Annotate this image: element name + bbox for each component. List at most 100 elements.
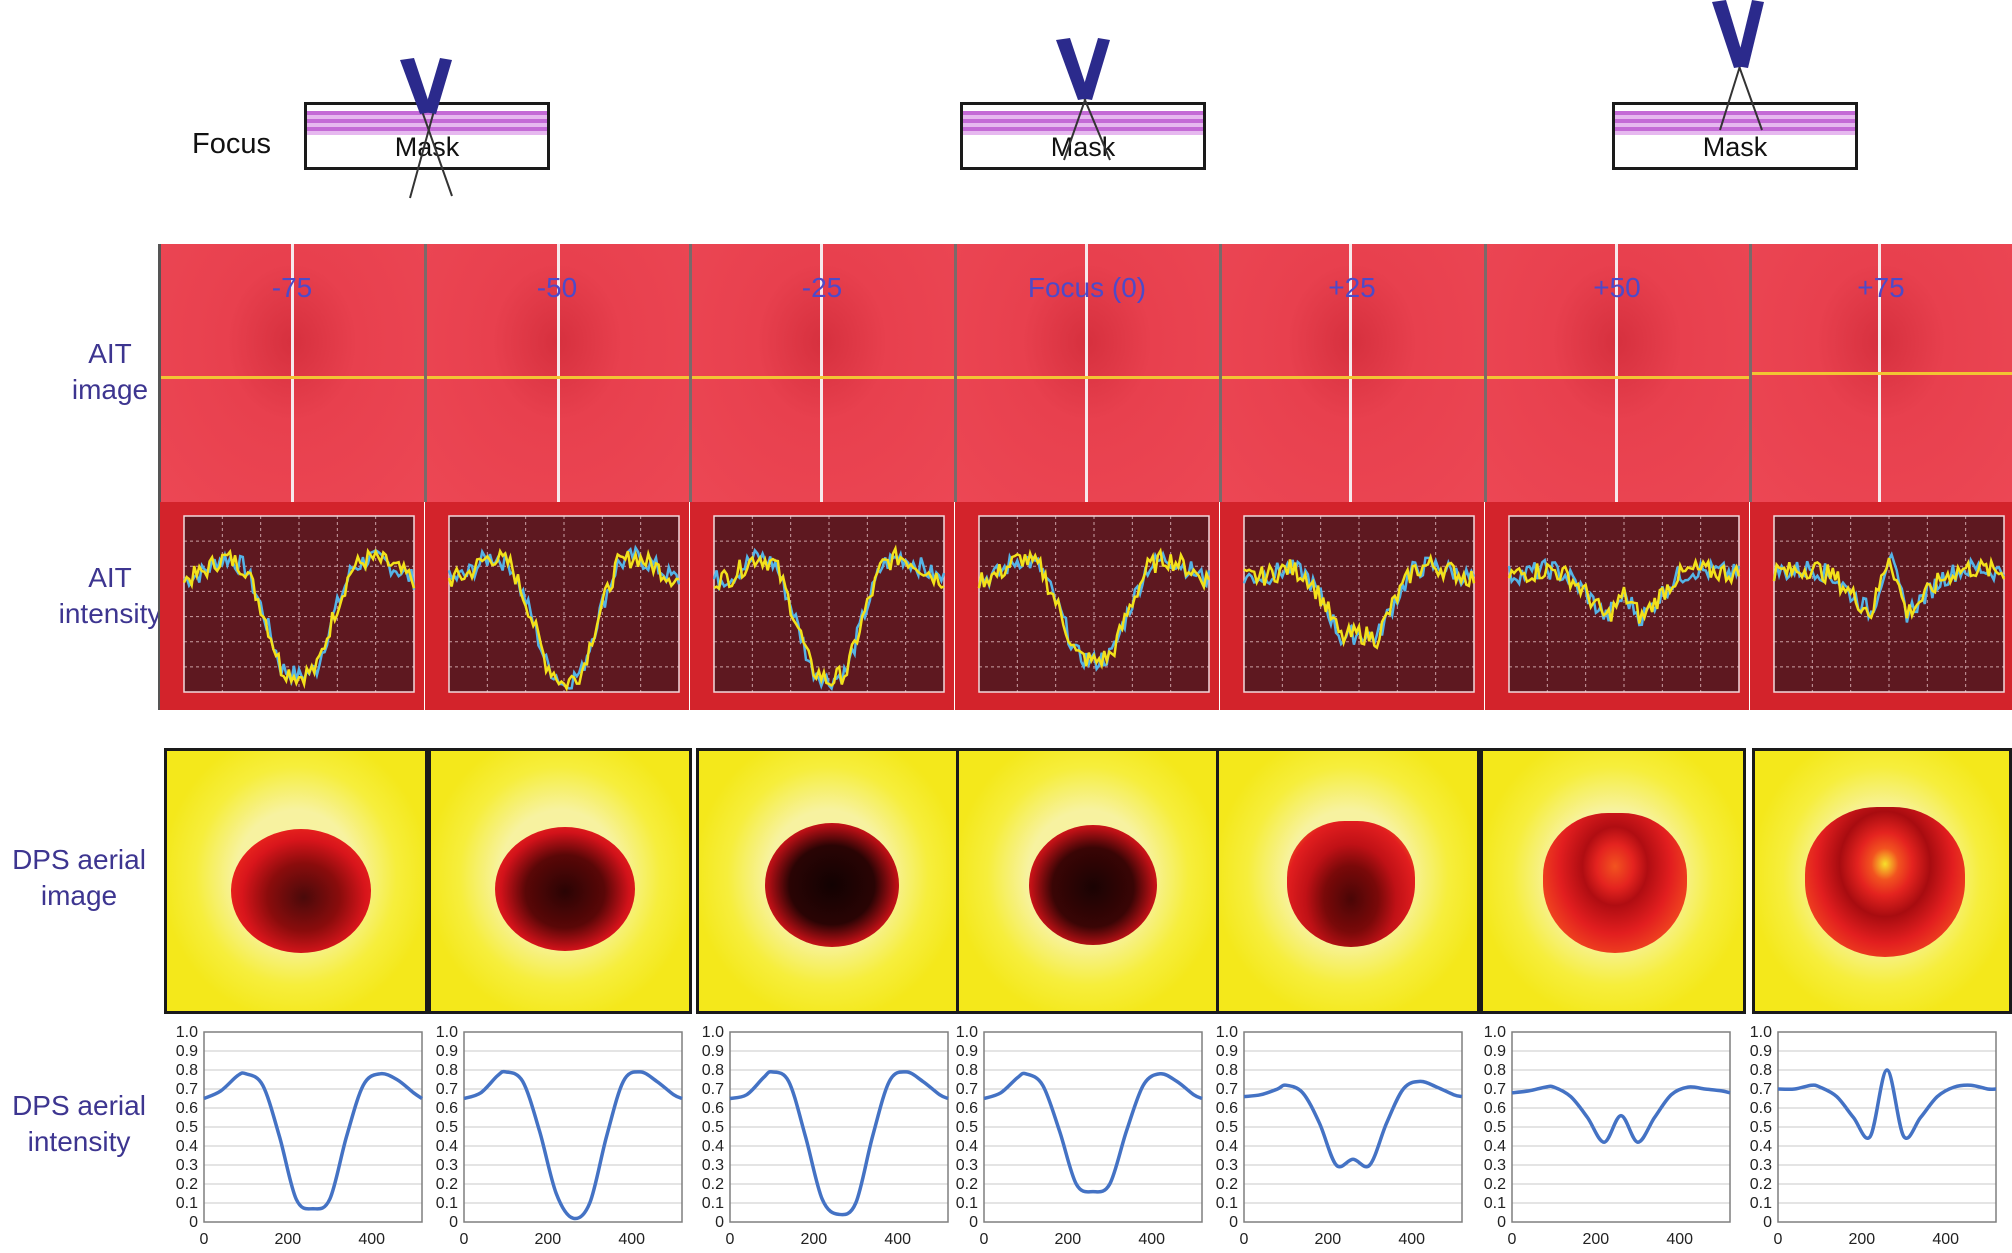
mask-layers xyxy=(963,111,1203,135)
x-tick-label: 200 xyxy=(800,1231,827,1248)
plot-frame xyxy=(1508,515,1740,693)
dps-intensity-chart-4: 0 0.1 0.2 0.3 0.4 0.5 0.6 0.7 0.8 0.9 1.0 0 200 400 xyxy=(956,1024,1203,1248)
y-tick-label: 0.1 xyxy=(1750,1195,1772,1212)
ait-crosshair-horizontal xyxy=(690,376,954,379)
plot-frame xyxy=(1773,515,2005,693)
y-tick-label: 0.4 xyxy=(1750,1138,1772,1155)
ait-image-panel-1: -75 xyxy=(160,244,424,502)
plot-frame xyxy=(203,1031,423,1223)
row-label-line: intensity xyxy=(27,1126,131,1157)
ait-intensity-plot xyxy=(712,515,946,693)
x-tick-label: 0 xyxy=(1508,1231,1517,1248)
y-tick-label: 0.8 xyxy=(702,1062,724,1079)
dps-image-panel-1 xyxy=(164,748,428,1014)
row-label-line: image xyxy=(71,374,149,405)
intensity-curve xyxy=(1777,1068,1997,1140)
plot-frame xyxy=(448,515,680,693)
measured-trace-yellow xyxy=(1507,557,1741,624)
panel-divider xyxy=(1484,244,1487,502)
y-tick-label: 0.5 xyxy=(1484,1119,1506,1136)
ait-image-panel-5: +25 xyxy=(1220,244,1484,502)
dps-image-panel-6 xyxy=(1480,748,1746,1014)
y-tick-label: 0.9 xyxy=(176,1043,198,1060)
ait-crosshair-horizontal xyxy=(425,376,689,379)
y-tick-label: 0.4 xyxy=(176,1138,198,1155)
ait-intensity-plot xyxy=(1242,515,1476,693)
y-tick-label: 0 xyxy=(1229,1214,1238,1231)
dps-image-panel-4 xyxy=(956,748,1220,1014)
aerial-spot xyxy=(495,827,635,951)
x-tick-label: 0 xyxy=(200,1231,209,1248)
y-tick-label: 0.4 xyxy=(436,1138,458,1155)
y-tick-label: 0.1 xyxy=(702,1195,724,1212)
y-tick-label: 0.8 xyxy=(1750,1062,1772,1079)
focus-offset-label: -50 xyxy=(536,272,578,303)
plot-frame xyxy=(983,1031,1203,1223)
measured-trace-yellow xyxy=(447,547,680,692)
ait-crosshair-vertical xyxy=(291,244,294,502)
plot-frame xyxy=(713,515,945,693)
y-tick-label: 1.0 xyxy=(956,1024,978,1041)
intensity-curve xyxy=(983,1071,1203,1194)
x-tick-label: 200 xyxy=(1848,1231,1875,1248)
y-tick-label: 0 xyxy=(449,1214,458,1231)
y-tick-label: 0.1 xyxy=(956,1195,978,1212)
y-tick-label: 1.0 xyxy=(702,1024,724,1041)
y-tick-label: 0.6 xyxy=(176,1100,198,1117)
row-label-line: image xyxy=(40,880,118,911)
measured-trace-yellow xyxy=(1243,553,1476,650)
y-tick-label: 0 xyxy=(189,1214,198,1231)
x-tick-label: 200 xyxy=(1054,1231,1081,1248)
ait-crosshair-horizontal xyxy=(955,376,1219,379)
y-tick-label: 0.4 xyxy=(1484,1138,1506,1155)
ait-image-panel-3: -25 xyxy=(690,244,954,502)
y-tick-label: 0.1 xyxy=(436,1195,458,1212)
row-label-dps-image: DPS aerial image xyxy=(0,842,158,914)
focus-offset-label: +25 xyxy=(1328,272,1376,303)
focus-cone-1 xyxy=(400,58,453,199)
row-label-dps-intensity: DPS aerial intensity xyxy=(0,1088,158,1160)
focus-cone-2 xyxy=(1056,38,1111,161)
y-tick-label: 0.8 xyxy=(1484,1062,1506,1079)
y-tick-label: 0.9 xyxy=(702,1043,724,1060)
ait-intensity-chart-3 xyxy=(690,502,954,710)
x-tick-label: 400 xyxy=(1666,1231,1693,1248)
y-tick-label: 0.2 xyxy=(956,1176,978,1193)
dps-image-panel-7 xyxy=(1752,748,2012,1014)
y-tick-label: 0.6 xyxy=(1750,1100,1772,1117)
y-tick-label: 1.0 xyxy=(1750,1024,1772,1041)
y-tick-label: 0.9 xyxy=(1750,1043,1772,1060)
x-tick-label: 400 xyxy=(1932,1231,1959,1248)
x-tick-label: 400 xyxy=(1398,1231,1425,1248)
dps-intensity-chart-5: 0 0.1 0.2 0.3 0.4 0.5 0.6 0.7 0.8 0.9 1.0 0 200 400 xyxy=(1216,1024,1463,1248)
row-label-ait-intensity: AIT intensity xyxy=(30,560,190,632)
y-tick-label: 1.0 xyxy=(1484,1024,1506,1041)
y-tick-label: 0.3 xyxy=(1484,1157,1506,1174)
y-tick-label: 0.3 xyxy=(702,1157,724,1174)
ait-crosshair-horizontal xyxy=(1220,376,1484,379)
panel-divider xyxy=(1219,244,1222,502)
x-tick-label: 200 xyxy=(274,1231,301,1248)
y-tick-label: 0.6 xyxy=(436,1100,458,1117)
panel-divider xyxy=(689,244,692,502)
y-tick-label: 0.6 xyxy=(702,1100,724,1117)
mask-label: Mask xyxy=(1702,132,1768,162)
dps-intensity-chart-7: 0 0.1 0.2 0.3 0.4 0.5 0.6 0.7 0.8 0.9 1.0 0 200 400 xyxy=(1750,1024,1997,1248)
y-tick-label: 0.7 xyxy=(436,1081,458,1098)
dps-intensity-chart-2: 0 0.1 0.2 0.3 0.4 0.5 0.6 0.7 0.8 0.9 1.0 0 200 400 xyxy=(436,1024,683,1248)
ait-crosshair-vertical xyxy=(1349,244,1352,502)
plot-frame xyxy=(1777,1031,1997,1223)
y-tick-label: 0.4 xyxy=(1216,1138,1238,1155)
panel-divider xyxy=(954,244,957,502)
y-tick-label: 0.8 xyxy=(176,1062,198,1079)
y-tick-label: 0.9 xyxy=(1484,1043,1506,1060)
y-tick-label: 0.5 xyxy=(956,1119,978,1136)
plot-frame xyxy=(1243,515,1475,693)
focus-offset-label: +75 xyxy=(1857,272,1905,303)
focus-offset-label: -75 xyxy=(271,272,313,303)
x-tick-label: 0 xyxy=(726,1231,735,1248)
y-tick-label: 0.5 xyxy=(176,1119,198,1136)
ait-image-panel-4: Focus (0) xyxy=(955,244,1219,502)
y-tick-label: 1.0 xyxy=(1216,1024,1238,1041)
